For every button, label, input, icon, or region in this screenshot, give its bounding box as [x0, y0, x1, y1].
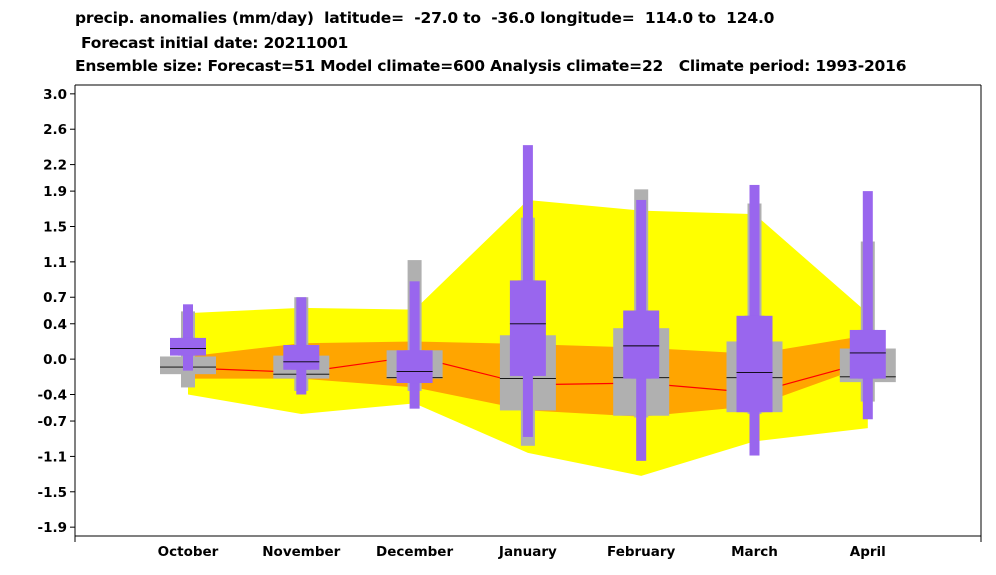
x-tick-label-october: October: [158, 544, 219, 560]
y-tick-label: -1.5: [37, 485, 67, 501]
chart-title-line-1: precip. anomalies (mm/day) latitude= -27…: [75, 9, 775, 27]
y-tick-label: -0.7: [37, 414, 67, 430]
y-tick-label: 2.2: [43, 158, 67, 174]
y-tick-label: 0.4: [43, 317, 67, 333]
forecast-box: [623, 310, 660, 379]
x-tick-label-february: February: [607, 544, 676, 560]
forecast-whisker: [409, 281, 420, 409]
y-tick-label: 1.9: [43, 184, 67, 200]
y-tick-label: 1.5: [43, 219, 67, 235]
forecast-box: [396, 350, 433, 384]
forecast-box: [849, 329, 886, 379]
forecast-box: [170, 337, 206, 356]
chart-title-line-3: Ensemble size: Forecast=51 Model climate…: [75, 57, 907, 75]
x-tick-label-january: January: [498, 544, 557, 560]
y-tick-label: -1.1: [37, 449, 67, 465]
chart-title-line-2: Forecast initial date: 20211001: [81, 34, 349, 52]
forecast-whisker: [183, 304, 193, 371]
y-tick-label: 1.1: [43, 255, 67, 271]
y-tick-label: -1.9: [37, 520, 67, 536]
x-tick-label-april: April: [850, 544, 886, 560]
y-tick-label: -0.4: [37, 388, 67, 404]
x-tick-label-december: December: [376, 544, 453, 560]
forecast-box: [509, 280, 546, 376]
y-tick-label: 3.0: [43, 87, 67, 103]
y-tick-label: 0.7: [43, 290, 67, 306]
x-tick-label-november: November: [262, 544, 340, 560]
x-tick-label-march: March: [731, 544, 778, 560]
forecast-box: [283, 344, 320, 370]
forecast-box: [736, 315, 773, 413]
y-tick-label: 2.6: [43, 122, 67, 138]
forecast-whisker: [862, 191, 873, 420]
y-tick-label: 0.0: [43, 352, 67, 368]
